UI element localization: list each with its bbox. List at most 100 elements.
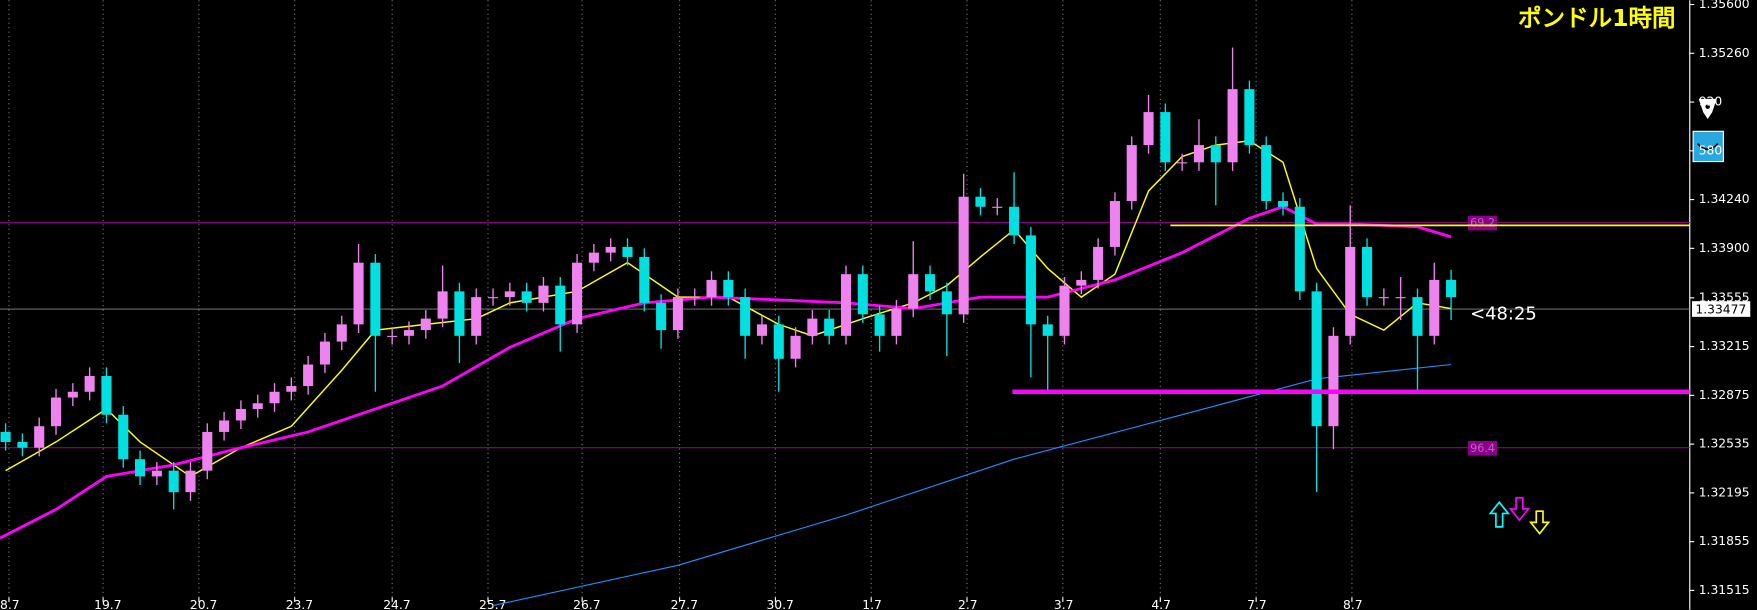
candle-body — [1009, 206, 1020, 236]
candle-body — [740, 297, 751, 336]
candle-body — [1429, 279, 1440, 336]
candle-body — [572, 262, 583, 325]
candle-body — [756, 324, 768, 336]
candle-body — [235, 408, 246, 421]
candle-body — [1412, 297, 1423, 336]
candle-body — [135, 459, 146, 477]
candle-body — [1076, 279, 1087, 286]
x-tick-label: 7.7 — [1247, 598, 1267, 610]
candle-body — [908, 274, 919, 309]
candle-body — [1059, 285, 1070, 336]
candle-body — [269, 391, 280, 404]
candle-body — [1210, 145, 1221, 163]
candle-body — [84, 375, 95, 392]
candle-body — [1126, 145, 1137, 202]
candle-body — [1160, 112, 1171, 163]
last-price-label: 1.33477 — [1695, 303, 1746, 317]
x-tick-label: 27.7 — [671, 598, 698, 610]
candle-body — [370, 262, 381, 336]
candle-body — [504, 291, 515, 298]
candle-body — [202, 431, 213, 471]
candle-body — [487, 297, 499, 299]
x-tick-label: 19.7 — [94, 598, 121, 610]
x-tick-label: 4.7 — [1151, 598, 1171, 610]
candle-body — [538, 285, 549, 303]
level-label: 69.2 — [1470, 217, 1495, 230]
candle-body — [706, 279, 717, 298]
candle-body — [336, 324, 347, 342]
candle-body — [1261, 145, 1272, 202]
x-tick-label: 3.7 — [1054, 598, 1074, 610]
candle-body — [924, 274, 936, 292]
candle-body — [319, 341, 330, 365]
candle-body — [1042, 324, 1053, 336]
candle-body — [101, 375, 112, 415]
level-label: 96.4 — [1470, 442, 1495, 455]
candle-body — [773, 324, 784, 359]
x-tick-label: 2.7 — [958, 598, 978, 610]
candle-body — [0, 431, 11, 442]
y-tick-label: 1.33215 — [1699, 339, 1750, 353]
candle-body — [656, 302, 667, 331]
candle-body — [34, 426, 45, 448]
candle-body — [168, 470, 179, 493]
x-tick-label: 25.7 — [479, 598, 506, 610]
x-tick-label: 8.7 — [0, 598, 20, 610]
candle-body — [975, 196, 986, 207]
y-tick-label: 1.35260 — [1699, 46, 1750, 60]
candle-body — [521, 291, 532, 303]
y-tick-label: 1.32875 — [1699, 388, 1750, 402]
candle-body — [50, 397, 62, 427]
x-tick-label: 30.7 — [766, 598, 793, 610]
candle-body — [992, 206, 1003, 208]
candle-body — [605, 246, 616, 253]
candle-body — [420, 318, 431, 331]
candle-body — [639, 256, 650, 303]
candle-body — [1311, 291, 1322, 427]
level-label-box — [1467, 440, 1498, 456]
y-tick-label: 920 — [1699, 95, 1723, 109]
candle-body — [1025, 235, 1036, 325]
indicator-icon[interactable] — [1692, 130, 1724, 163]
candle-body — [941, 291, 952, 315]
signal-arrows — [1488, 496, 1551, 535]
candle-body — [622, 246, 633, 257]
y-tick-label: 1.35600 — [1699, 0, 1750, 11]
candle-body — [1177, 162, 1188, 164]
x-tick-label: 23.7 — [286, 598, 313, 610]
candle-body — [1109, 201, 1120, 247]
moving-average — [5, 139, 1452, 478]
candle-body — [824, 318, 835, 336]
candle-body — [67, 391, 78, 398]
candle-body — [471, 297, 482, 336]
candle-body — [840, 274, 852, 336]
x-tick-label: 20.7 — [190, 598, 217, 610]
x-tick-label: 8.7 — [1343, 598, 1363, 610]
candle-body — [185, 470, 196, 493]
y-tick-label: 580 — [1699, 143, 1723, 157]
candle-body — [118, 414, 129, 460]
candle-body — [891, 308, 902, 336]
y-tick-label: 1.31515 — [1699, 583, 1750, 597]
pen-icon — [1698, 98, 1717, 119]
y-tick-label: 1.34240 — [1699, 192, 1750, 206]
candle-body — [303, 364, 314, 387]
x-tick-label: 1.7 — [862, 598, 882, 610]
candle-body — [1362, 246, 1373, 298]
candle-body — [1277, 201, 1289, 207]
x-tick-label: 26.7 — [573, 598, 600, 610]
candle-body — [588, 252, 599, 263]
candle-body — [219, 420, 230, 432]
candle-body — [790, 335, 801, 359]
candle-body — [874, 314, 885, 336]
candle-body — [403, 330, 415, 336]
x-tick-label: 24.7 — [383, 598, 410, 610]
candle-body — [1193, 145, 1205, 163]
candle-body — [454, 291, 465, 336]
candle-body — [151, 470, 162, 477]
candle-body — [1378, 297, 1389, 299]
candle-body — [723, 279, 734, 298]
candle-body — [437, 291, 448, 319]
candle-body — [689, 297, 700, 299]
